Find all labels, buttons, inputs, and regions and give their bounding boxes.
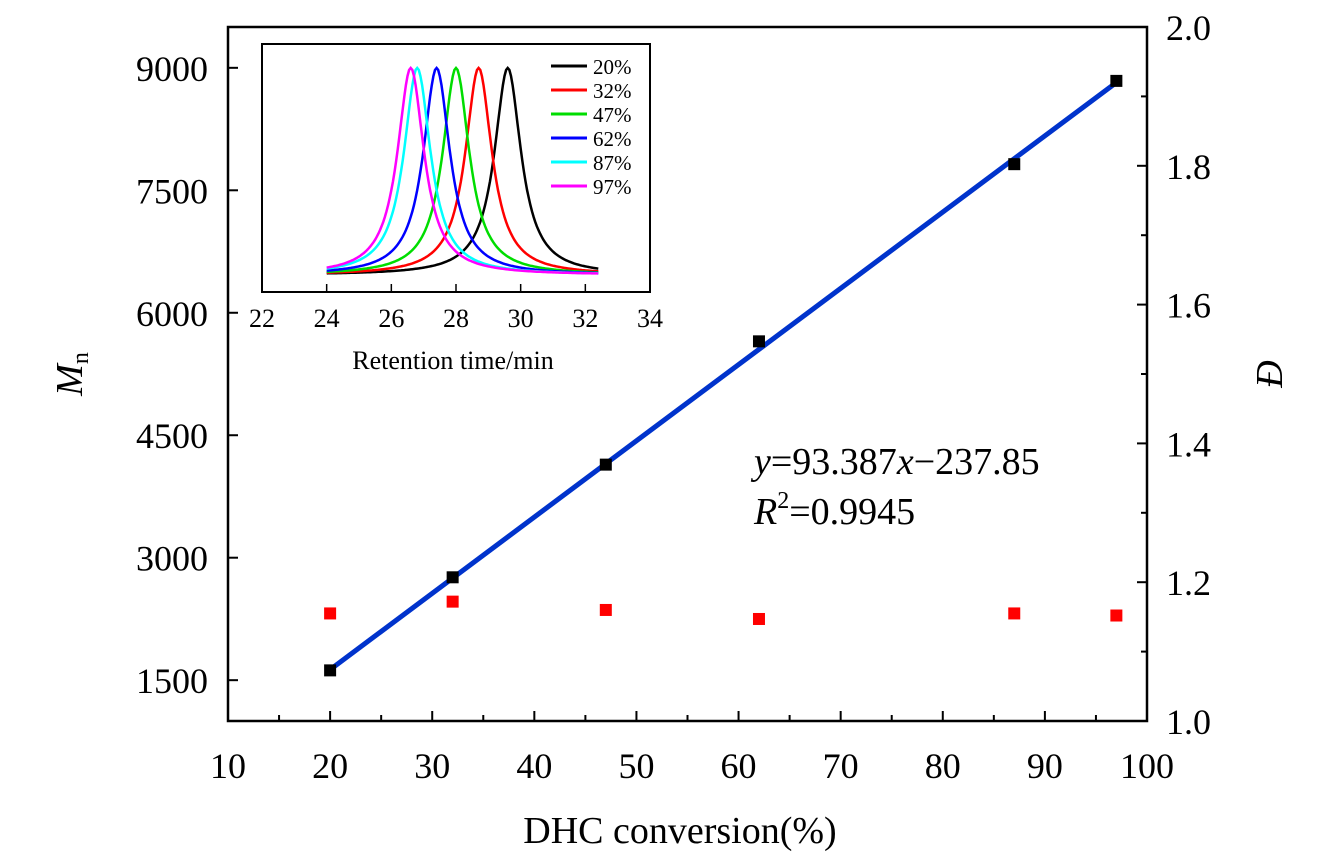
inset-curve	[326, 65, 599, 274]
legend-label: 62%	[593, 127, 632, 151]
inset-frame	[261, 43, 651, 293]
x-axis: 10 20 30 40 50 60 70 80 90 100	[210, 711, 1174, 786]
x-tick-label: 30	[414, 746, 450, 786]
inset-chart: 22 24 26 28 30 32 34 20%32%47%62%87%97% Retent…	[249, 43, 663, 375]
fit-line	[327, 79, 1119, 673]
y2-axis-title: Đ	[1249, 360, 1291, 388]
inset-x-tick-label: 32	[572, 304, 598, 333]
x-tick-label: 80	[925, 746, 961, 786]
y-axis-title: Mn	[49, 352, 94, 397]
x-tick-label: 70	[823, 746, 859, 786]
legend-label: 20%	[593, 55, 632, 79]
legend-label: 87%	[593, 151, 632, 175]
y2-tick-label: 2.0	[1166, 8, 1211, 48]
x-tick-label: 20	[312, 746, 348, 786]
y-axis-left: 1500 3000 4500 6000 7500 9000	[136, 49, 238, 701]
y-tick-label: 3000	[136, 539, 208, 579]
inset-x-tick-label: 30	[508, 304, 534, 333]
y-tick-label: 9000	[136, 49, 208, 89]
x-tick-label: 60	[721, 746, 757, 786]
x-tick-label: 50	[618, 746, 654, 786]
dispersity-point	[446, 595, 459, 608]
fit-r-squared: R2=0.9945	[753, 488, 915, 533]
y-tick-label: 1500	[136, 661, 208, 701]
fit-line-group	[327, 79, 1119, 673]
y2-tick-label: 1.4	[1166, 424, 1211, 464]
x-tick-label: 10	[210, 746, 246, 786]
mn-series	[324, 74, 1123, 677]
inset-x-tick-label: 24	[314, 304, 340, 333]
dispersity-point	[1110, 609, 1123, 622]
inset-x-tick-label: 28	[443, 304, 469, 333]
y2-tick-label: 1.0	[1166, 702, 1211, 742]
inset-x-axis-title: Retention time/min	[352, 346, 553, 375]
inset-legend: 20%32%47%62%87%97%	[551, 55, 632, 199]
y-axis-right: 1.0 1.2 1.4 1.6 1.8 2.0	[1137, 8, 1211, 742]
dispersity-point	[1008, 607, 1021, 620]
legend-label: 47%	[593, 103, 632, 127]
dispersity-point	[752, 612, 765, 625]
x-tick-label: 90	[1027, 746, 1063, 786]
inset-x-tick-label: 26	[378, 304, 404, 333]
x-tick-label: 40	[516, 746, 552, 786]
y-tick-label: 4500	[136, 416, 208, 456]
mn-point	[599, 458, 612, 471]
inset-x-tick-label: 34	[637, 304, 663, 333]
y-tick-label: 7500	[136, 171, 208, 211]
inset-x-axis: 22 24 26 28 30 32 34	[249, 284, 663, 333]
y2-tick-label: 1.8	[1166, 147, 1211, 187]
inset-curves	[326, 65, 599, 275]
y2-tick-label: 1.2	[1166, 563, 1211, 603]
x-tick-label: 100	[1120, 746, 1174, 786]
mn-point	[1008, 158, 1021, 171]
dispersity-point	[324, 607, 337, 620]
y-tick-label: 6000	[136, 294, 208, 334]
dispersity-series	[324, 595, 1123, 625]
inset-curve	[326, 66, 599, 274]
inset-x-tick-label: 22	[249, 304, 275, 333]
mn-point	[1110, 74, 1123, 87]
mn-point	[446, 571, 459, 584]
y2-tick-label: 1.6	[1166, 286, 1211, 326]
inset-curve	[326, 66, 599, 275]
x-axis-title: DHC conversion(%)	[523, 810, 836, 852]
legend-label: 97%	[593, 175, 632, 199]
mn-point	[324, 664, 337, 677]
mn-point	[752, 335, 765, 348]
legend-label: 32%	[593, 79, 632, 103]
dispersity-point	[599, 603, 612, 616]
fit-equation: y=93.387x−237.85	[750, 441, 1040, 483]
